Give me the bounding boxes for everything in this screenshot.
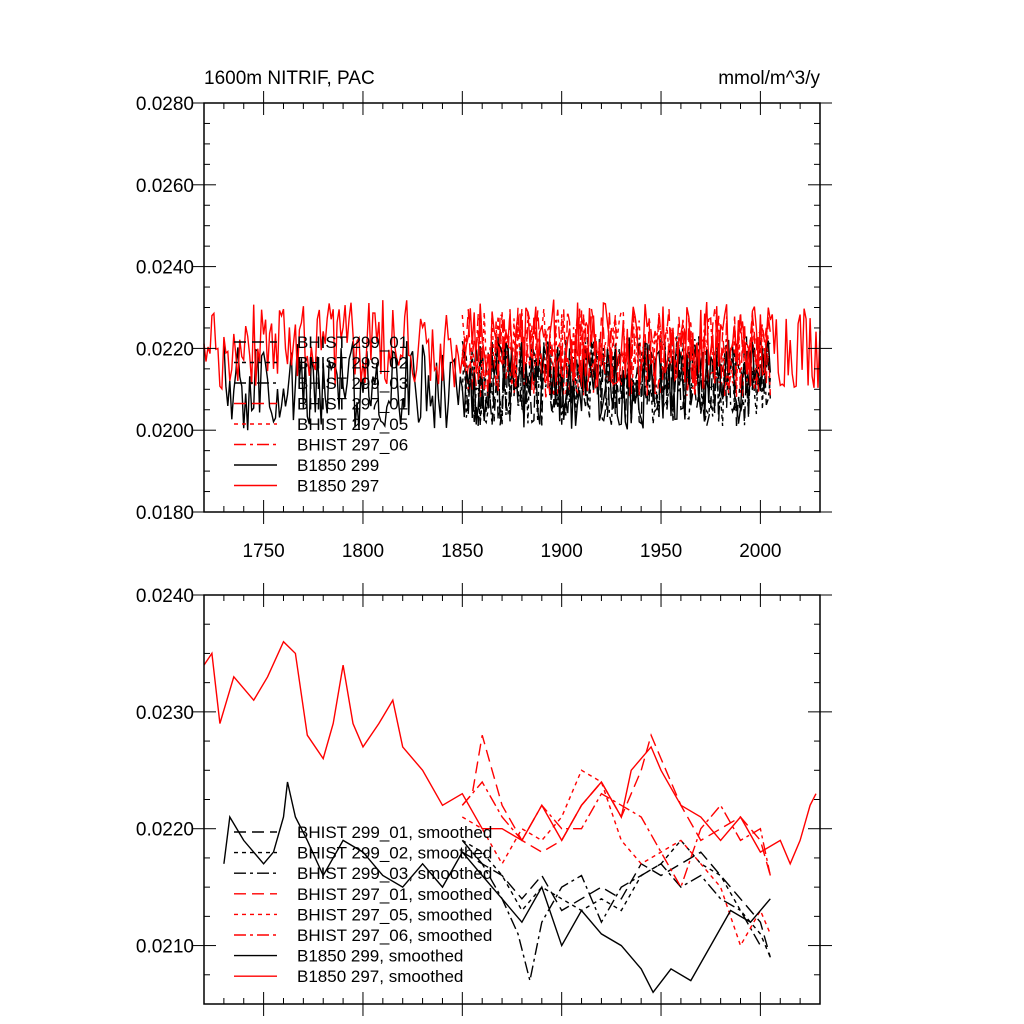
legend-label: BHIST 299_03 [297,374,408,393]
series-line-7 [223,340,771,431]
series-line-4 [461,733,771,876]
legend-label: BHIST 299_01 [297,333,408,352]
series-line-3 [461,839,762,981]
y-tick-label: 0.0260 [136,176,194,197]
legend-label: BHIST 297_06, smoothed [297,926,492,945]
legend-label: BHIST 297_01, smoothed [297,885,492,904]
series-line-7 [223,781,771,994]
series-line-8 [203,299,821,391]
series-line-2 [461,839,771,958]
x-tick-label: 2000 [739,541,781,562]
y-tick-label: 0.0200 [136,421,194,442]
x-tick-label: 1900 [541,541,583,562]
series-line-8 [203,640,817,866]
panel-top: 1600m NITRIF, PAC mmol/m^3/y 0.0180 0.020… [136,68,832,562]
y-tick-label: 0.0280 [136,94,194,115]
chart-title: 1600m NITRIF, PAC [204,68,375,89]
y-tick-label: 0.0240 [136,258,194,279]
units-label: mmol/m^3/y [718,68,820,89]
x-tick-label: 1750 [242,541,284,562]
legend-label: B1850 297 [297,477,379,496]
panel-bottom: 0.0210 0.0220 0.0230 0.0240 BHIST 299_01, s… [136,583,832,1016]
y-tick-label: 0.0240 [136,586,194,607]
legend-label: BHIST 299_02 [297,354,408,373]
legend-label: BHIST 297_01 [297,395,408,414]
y-tick-label: 0.0220 [136,339,194,360]
y-tick-label: 0.0230 [136,703,194,724]
legend-label: BHIST 297_05, smoothed [297,905,492,924]
top-series-group [203,299,821,431]
y-tick-label: 0.0180 [136,503,194,524]
x-tick-label: 1800 [342,541,384,562]
bottom-series-group [203,640,817,994]
y-tick-label: 0.0210 [136,937,194,958]
x-tick-label: 1850 [441,541,483,562]
series-line-5 [461,308,771,398]
series-line-5 [461,769,771,948]
series-line-1 [461,851,771,958]
y-tick-label: 0.0220 [136,820,194,841]
legend-label: BHIST 297_06 [297,436,408,455]
legend-label: BHIST 299_02, smoothed [297,844,492,863]
legend-label: BHIST 297_05 [297,415,408,434]
legend-label: BHIST 299_03, smoothed [297,864,492,883]
bottom-legend: BHIST 299_01, smoothed BHIST 299_02, smoo… [234,823,492,986]
bottom-axis-ticks: 0.0210 0.0220 0.0230 0.0240 [136,583,832,1016]
legend-label: B1850 297, smoothed [297,967,463,986]
top-axis-ticks: 0.0180 0.0200 0.0220 0.0240 0.0260 0.0280 1750… [136,91,832,562]
legend-label: BHIST 299_01, smoothed [297,823,492,842]
legend-label: B1850 299, smoothed [297,947,463,966]
legend-label: B1850 299 [297,456,379,475]
x-tick-label: 1950 [640,541,682,562]
series-line-6 [461,780,771,889]
